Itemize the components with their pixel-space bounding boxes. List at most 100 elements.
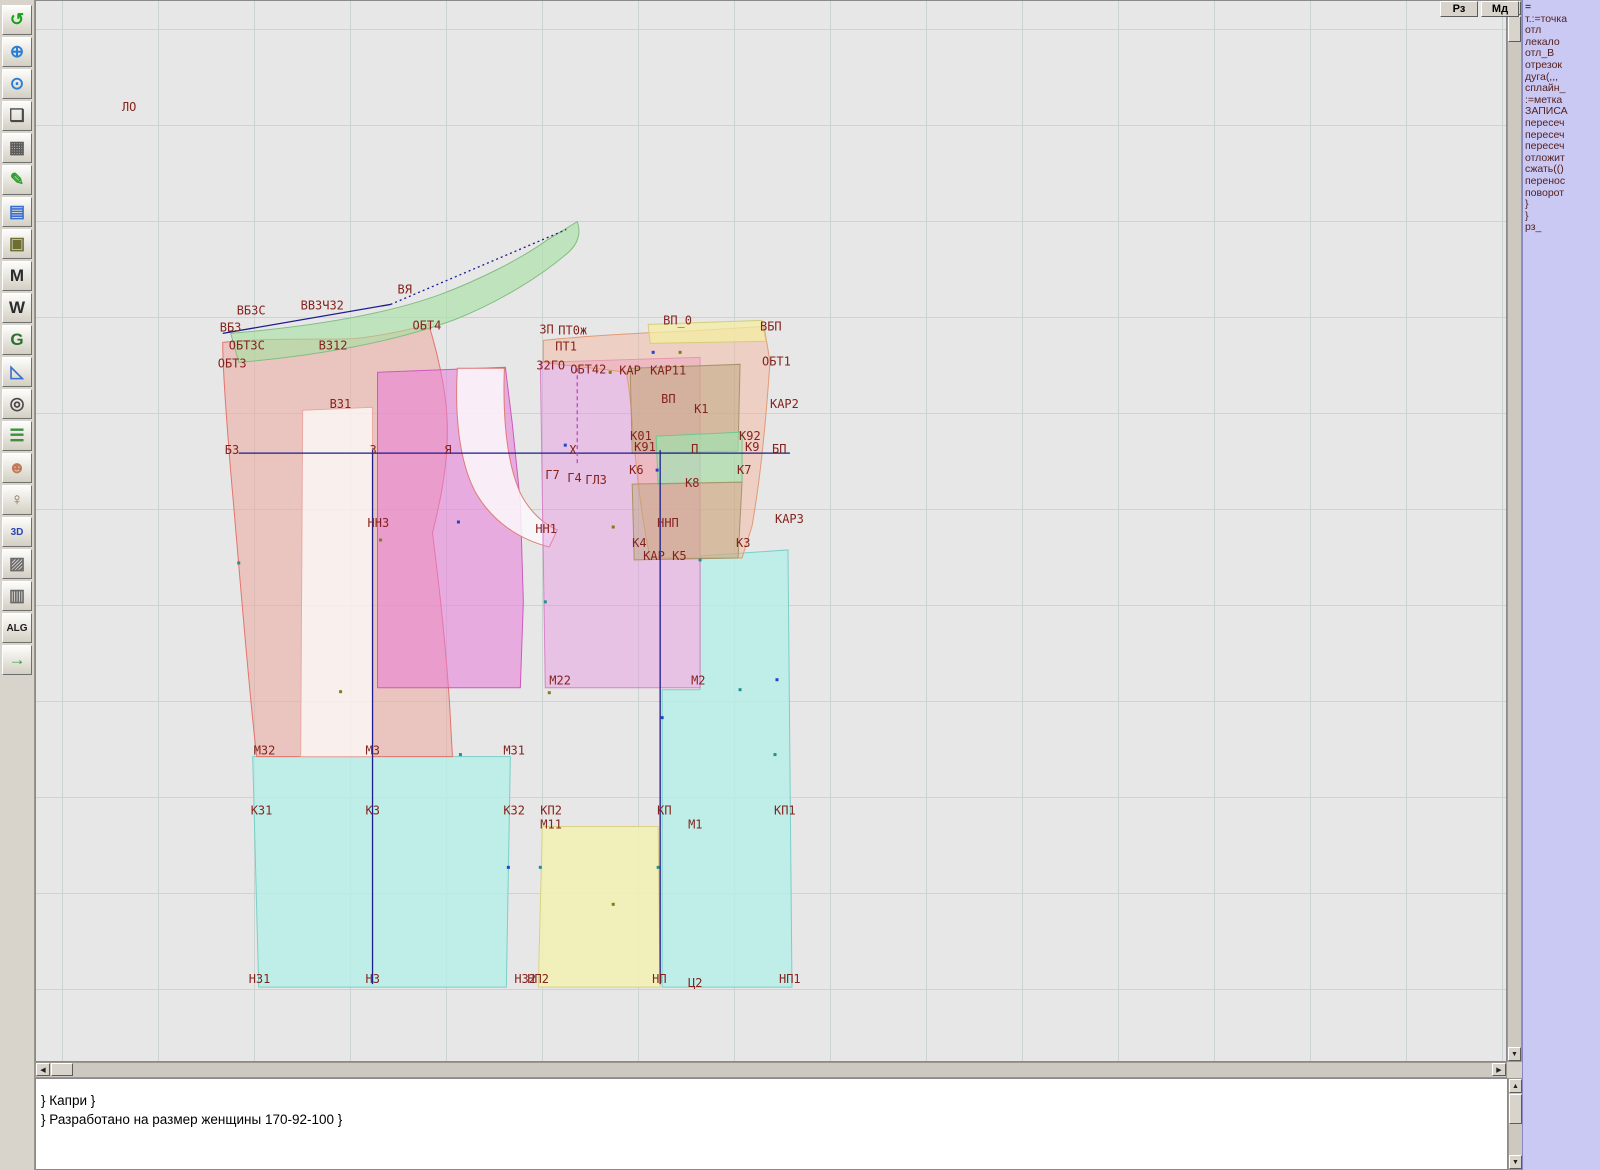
pattern-point-label: Ц2 [688, 976, 702, 990]
export-icon[interactable]: → [2, 645, 32, 675]
pattern-point-label: ОБТЗС [229, 338, 265, 352]
pattern-point-label: ПТ1 [555, 339, 577, 353]
notes-icon[interactable]: ▤ [2, 197, 32, 227]
pattern-point-label: МЗ1 [503, 744, 525, 758]
pattern-point-label: ЗП [539, 322, 553, 336]
pattern-point-label: КАР2 [770, 397, 799, 411]
scroll-down-arrow[interactable]: ▼ [1508, 1047, 1521, 1061]
formula-panel[interactable]: = т.:=точка отл лекало отл_В отрезок дуга(,,, с… [1522, 0, 1600, 1170]
pattern-point-label: ВБЗС [237, 303, 266, 317]
pattern-point-label: К7 [737, 463, 751, 477]
pattern-pieces [222, 220, 793, 988]
zoom-icon[interactable]: ⊙ [2, 69, 32, 99]
horizontal-scroll-thumb[interactable] [51, 1063, 73, 1076]
pattern-point-marker [655, 468, 659, 472]
output-vertical-scrollbar[interactable]: ▲ ▼ [1508, 1078, 1523, 1170]
pattern-point-marker [237, 561, 241, 565]
pattern-point-label: ЛО [122, 100, 136, 114]
formula-line: } [1525, 198, 1529, 211]
md-mode-button[interactable]: Мд [1481, 1, 1519, 17]
pattern-points [237, 350, 779, 906]
pattern-piece-back-lower-cyan[interactable] [252, 756, 511, 988]
pattern-point-label: ВП [661, 392, 675, 406]
canvas-horizontal-scrollbar[interactable]: ◀ ▶ [35, 1062, 1507, 1078]
rz-mode-button[interactable]: Рз [1440, 1, 1478, 17]
pattern-piece-waistband-curved-green[interactable] [230, 220, 580, 363]
output-scroll-up-arrow[interactable]: ▲ [1509, 1079, 1522, 1093]
3d-icon[interactable]: 3D [2, 517, 32, 547]
pattern-point-label: М22 [549, 674, 571, 688]
grid-icon[interactable]: ▦ [2, 133, 32, 163]
table-icon[interactable]: ☰ [2, 421, 32, 451]
pattern-piece-cuff-yellow[interactable] [537, 825, 661, 988]
formula-line: лекало [1525, 35, 1560, 48]
pattern-point-marker [611, 902, 615, 906]
output-scroll-thumb[interactable] [1509, 1094, 1522, 1124]
output-scroll-down-arrow[interactable]: ▼ [1509, 1155, 1522, 1169]
camera-icon[interactable]: ◎ [2, 389, 32, 419]
fabric-icon[interactable]: ▨ [2, 549, 32, 579]
formula-line: пересеч [1525, 140, 1565, 153]
g-tool-icon[interactable]: G [2, 325, 32, 355]
pattern-point-label: НЗ [366, 972, 380, 986]
pattern-point-label: БЗ [225, 443, 239, 457]
pattern-point-marker [651, 350, 655, 354]
scroll-left-arrow[interactable]: ◀ [36, 1063, 50, 1076]
pattern-point-label: ОБТ4 [412, 318, 441, 332]
pattern-point-marker [547, 691, 551, 695]
pattern-piece-back-inset-white[interactable] [300, 406, 374, 758]
pattern-point-label: К6 [629, 463, 643, 477]
formula-line: :=метка [1525, 93, 1563, 106]
mannequin-icon[interactable]: ♀ [2, 485, 32, 515]
pattern-point-label: ВБЗ [220, 320, 242, 334]
drawing-canvas[interactable]: ЛО ВЯ ВБЗС ВВ3Ч32 ВБЗ ОБТ4 ОБТЗС ВЗ12 ОБТЗ ЗП ПТ0ж… [35, 0, 1507, 1062]
vertical-scroll-thumb[interactable] [1508, 16, 1521, 42]
pattern-point-label: К92 [739, 429, 761, 443]
left-toolbar: ↺ ⊕ ⊙ ❏ ▦ ✎ ▤ ▣ M W G ◺ ◎ ☰ ☻ ♀ 3D ▨ ▥ ALG → [0, 0, 35, 1170]
pattern-point-label: М1 [688, 817, 702, 831]
pattern-point-label: КП1 [774, 803, 796, 817]
m-tool-icon[interactable]: M [2, 261, 32, 291]
pattern-point-marker [538, 865, 542, 869]
formula-line: отложит [1525, 151, 1565, 164]
formula-line: сплайн_ [1525, 82, 1566, 95]
pattern-point-label: ГЛ3 [585, 473, 607, 487]
formula-line: т.:=точка [1525, 12, 1568, 25]
pattern-point-label: ПТ0ж [558, 323, 587, 337]
pattern-point-label: П [691, 442, 698, 456]
scroll-right-arrow[interactable]: ▶ [1492, 1063, 1506, 1076]
portrait-icon[interactable]: ☻ [2, 453, 32, 483]
print-icon[interactable]: ❏ [2, 101, 32, 131]
formula-line: перенос [1525, 174, 1566, 187]
output-line: } Капри } [41, 1093, 96, 1108]
pattern-point-label: К9 [745, 440, 759, 454]
pattern-point-label: ННП [657, 516, 679, 530]
sewing-icon[interactable]: ▥ [2, 581, 32, 611]
formula-line: сжать(() [1525, 163, 1564, 176]
pattern-point-marker [656, 865, 660, 869]
pattern-point-marker [458, 753, 462, 757]
pattern-point-label: БП [772, 442, 786, 456]
pattern-piece-waistband-strip-yellow[interactable] [647, 319, 767, 344]
calculator-icon[interactable]: ▣ [2, 229, 32, 259]
pattern-piece-front-lower-cyan[interactable] [661, 549, 793, 988]
pattern-point-label: ВВ3Ч32 [301, 298, 344, 312]
pattern-point-label: МЗ2 [254, 744, 276, 758]
output-console[interactable]: } Капри } } Разработано на размер женщин… [35, 1078, 1508, 1170]
construction-lines [222, 228, 790, 985]
formula-line: } [1525, 209, 1529, 222]
undo-icon[interactable]: ↺ [2, 5, 32, 35]
pattern-point-label: НП [652, 972, 666, 986]
crotch-curve-cutout [456, 367, 558, 548]
formula-line: пересеч [1525, 116, 1565, 129]
zoom-in-icon[interactable]: ⊕ [2, 37, 32, 67]
pattern-point-marker [678, 350, 682, 354]
formula-line: рз_ [1525, 221, 1542, 234]
pen-icon[interactable]: ✎ [2, 165, 32, 195]
formula-line: = [1525, 1, 1532, 13]
alg-icon[interactable]: ALG [2, 613, 32, 643]
ruler-icon[interactable]: ◺ [2, 357, 32, 387]
w-tool-icon[interactable]: W [2, 293, 32, 323]
canvas-vertical-scrollbar[interactable]: ▲ ▼ [1507, 0, 1522, 1062]
